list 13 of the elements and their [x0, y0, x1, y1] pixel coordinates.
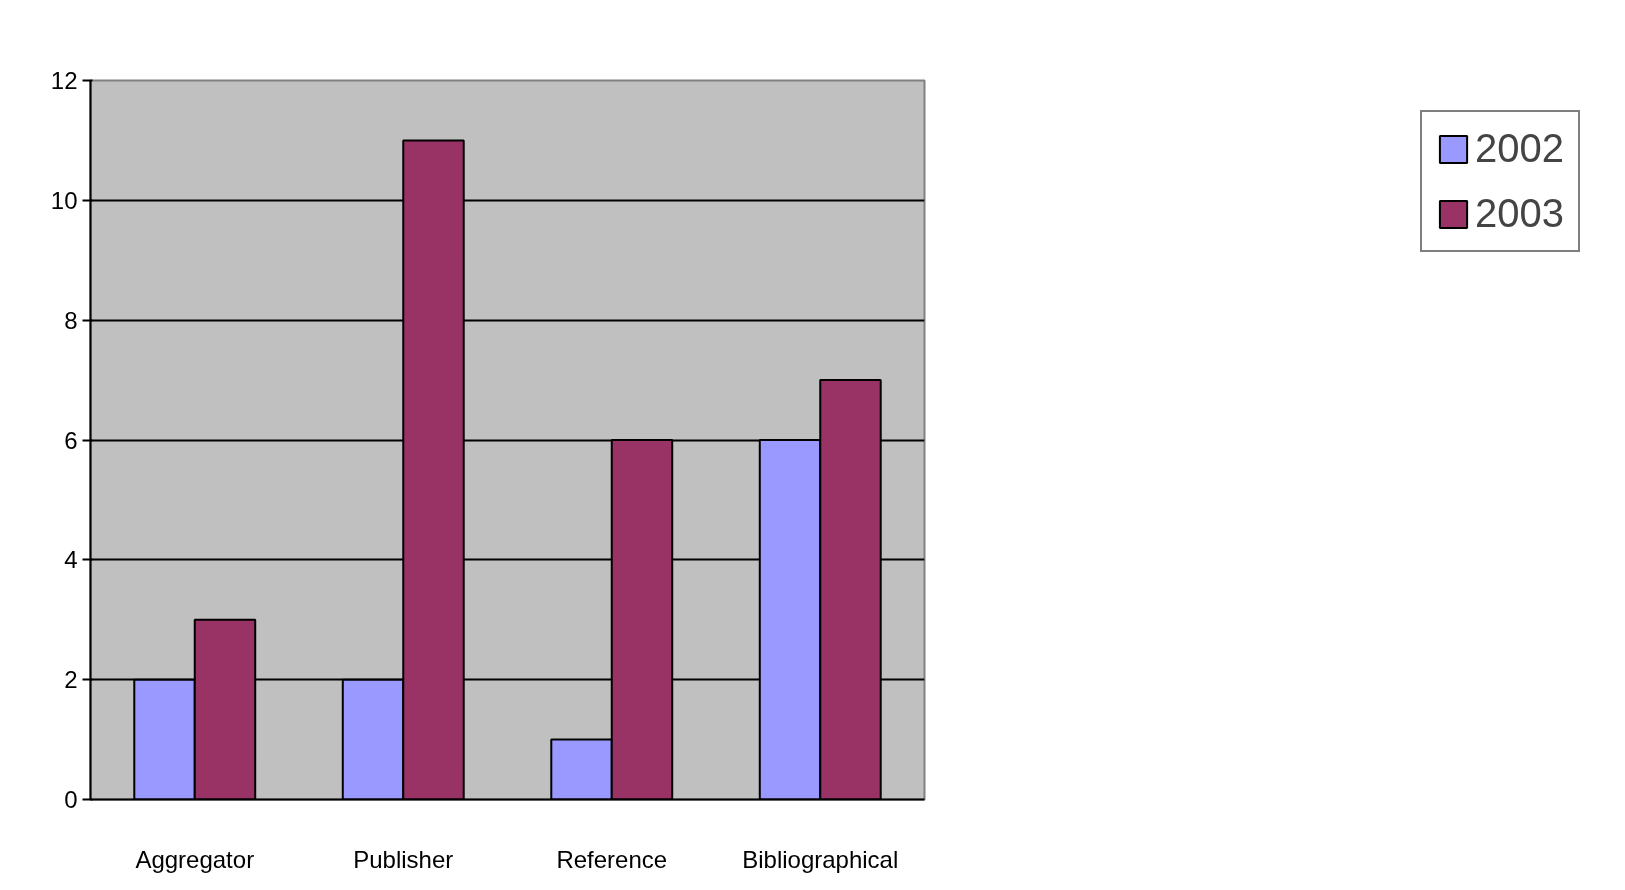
x-tick-label: Publisher: [353, 845, 454, 873]
x-tick-label: Reference: [556, 845, 668, 873]
y-tick-label: 2: [64, 666, 78, 694]
legend-label: 2003: [1475, 191, 1564, 236]
legend-label: 2002: [1475, 126, 1564, 171]
x-tick-label: Aggregator: [135, 845, 255, 873]
y-tick-label: 6: [64, 426, 78, 454]
y-tick-label: 10: [50, 186, 78, 214]
y-tick-label: 8: [64, 306, 78, 334]
y-tick-label: 12: [50, 67, 78, 94]
y-tick-label: 4: [64, 546, 78, 574]
y-tick-label: 0: [64, 786, 78, 813]
x-tick-label: Bibliographical: [742, 845, 899, 873]
